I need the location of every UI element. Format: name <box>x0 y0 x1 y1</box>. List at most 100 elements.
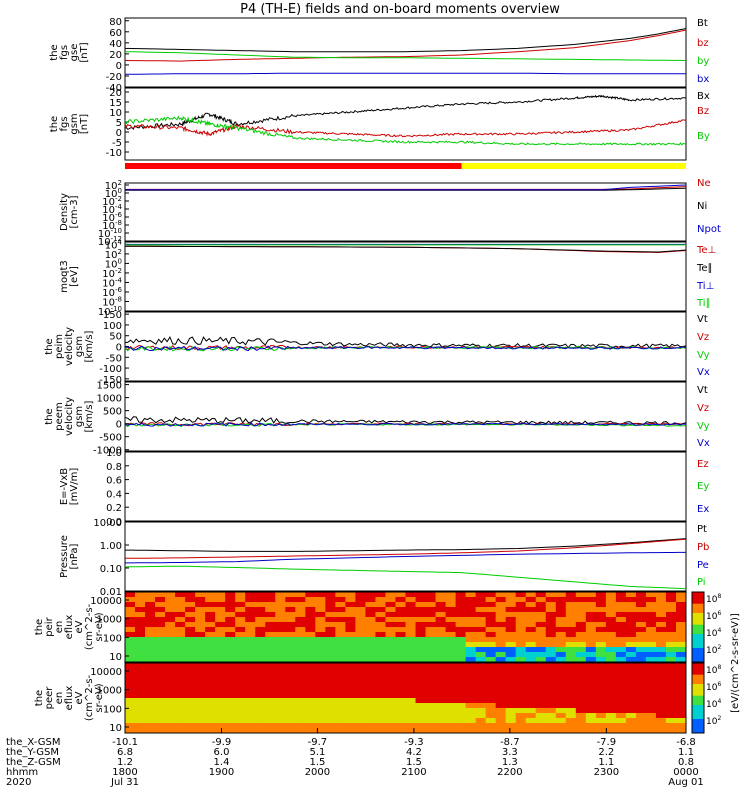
heatmap-cell <box>585 602 597 608</box>
heatmap-cell <box>545 673 557 679</box>
heatmap-cell <box>285 713 296 719</box>
y-axis-label: gsm <box>74 406 85 427</box>
heatmap-cell <box>675 597 687 603</box>
heatmap-cell <box>615 642 627 648</box>
heatmap-cell <box>165 597 176 603</box>
heatmap-cell <box>665 688 677 694</box>
heatmap-cell <box>515 678 527 684</box>
heatmap-cell <box>485 718 497 724</box>
heatmap-cell <box>345 627 356 633</box>
heatmap-cell <box>495 622 507 628</box>
heatmap-cell <box>225 708 236 714</box>
heatmap-cell <box>455 597 467 603</box>
heatmap-cell <box>615 688 627 694</box>
heatmap-cell <box>135 632 146 638</box>
heatmap-cell <box>605 632 617 638</box>
heatmap-cell <box>355 622 366 628</box>
heatmap-cell <box>555 637 567 643</box>
heatmap-cell <box>195 683 206 689</box>
heatmap-cell <box>165 627 176 633</box>
heatmap-cell <box>505 703 517 709</box>
series-Bt <box>124 28 687 53</box>
heatmap-cell <box>225 637 236 643</box>
legend-Vx: Vx <box>697 367 710 378</box>
heatmap-cell <box>325 657 336 663</box>
heatmap-cell <box>365 642 376 648</box>
heatmap-cell <box>205 713 216 719</box>
heatmap-cell <box>635 602 647 608</box>
heatmap-cell <box>365 612 376 618</box>
legend-By: By <box>697 131 710 142</box>
heatmap-cell <box>235 657 246 663</box>
heatmap-cell <box>645 663 657 669</box>
heatmap-cell <box>275 592 286 598</box>
x-row-value: -8.7 <box>500 737 520 748</box>
colorbar-cell <box>692 645 704 649</box>
heatmap-cell <box>395 607 406 613</box>
heatmap-cell <box>325 607 336 613</box>
heatmap-cell <box>355 647 366 653</box>
heatmap-cell <box>455 627 467 633</box>
heatmap-cell <box>645 632 657 638</box>
heatmap-cell <box>505 698 517 704</box>
heatmap-cell <box>335 627 346 633</box>
heatmap-cell <box>335 698 346 704</box>
heatmap-cell <box>455 708 467 714</box>
heatmap-cell <box>155 698 166 704</box>
y-tick-label: 0.8 <box>106 462 122 473</box>
heatmap-cell <box>495 607 507 613</box>
heatmap-cell <box>505 723 517 729</box>
heatmap-cell <box>515 668 527 674</box>
heatmap-cell <box>485 602 497 608</box>
heatmap-cell <box>225 678 236 684</box>
legend-Vx: Vx <box>697 438 710 449</box>
heatmap-cell <box>365 652 376 658</box>
heatmap-cell <box>655 663 667 669</box>
heatmap-cell <box>315 607 326 613</box>
heatmap-cell <box>475 592 487 598</box>
heatmap-cell <box>625 688 637 694</box>
heatmap-cell <box>375 612 386 618</box>
heatmap-cell <box>395 592 406 598</box>
heatmap-cell <box>585 718 597 724</box>
heatmap-cell <box>415 673 427 679</box>
heatmap-cell <box>475 663 487 669</box>
y-tick-label: -150 <box>99 375 122 386</box>
legend-Ey: Ey <box>697 481 709 492</box>
y-tick-label: 1000 <box>97 394 122 405</box>
heatmap-cell <box>425 647 437 653</box>
heatmap-cell <box>525 663 537 669</box>
heatmap-cell <box>195 728 206 734</box>
heatmap-cell <box>185 713 196 719</box>
heatmap-cell <box>565 622 577 628</box>
heatmap-cell <box>675 708 687 714</box>
colorbar-cell <box>692 636 704 640</box>
heatmap-cell <box>245 723 256 729</box>
heatmap-cell <box>495 668 507 674</box>
heatmap-cell <box>245 698 256 704</box>
heatmap-cell <box>485 683 497 689</box>
heatmap-cell <box>295 703 306 709</box>
heatmap-cell <box>615 637 627 643</box>
heatmap-cell <box>405 647 417 653</box>
colorbar-cell <box>692 663 704 666</box>
region-bar <box>125 163 686 169</box>
heatmap-cell <box>125 723 136 729</box>
heatmap-cell <box>215 602 226 608</box>
series-Pe <box>125 551 686 564</box>
heatmap-cell <box>295 678 306 684</box>
heatmap-cell <box>245 617 256 623</box>
heatmap-cell <box>625 647 637 653</box>
x-row-value: 2300 <box>594 767 619 778</box>
colorbar-tick: 106 <box>706 681 721 693</box>
heatmap-cell <box>565 632 577 638</box>
heatmap-cell <box>185 637 196 643</box>
heatmap-cell <box>245 627 256 633</box>
heatmap-cell <box>485 642 497 648</box>
heatmap-cell <box>175 632 186 638</box>
colorbar-cell <box>692 648 704 651</box>
heatmap-cell <box>235 607 246 613</box>
heatmap-cell <box>635 718 647 724</box>
heatmap-cell <box>625 683 637 689</box>
heatmap-cell <box>205 673 216 679</box>
